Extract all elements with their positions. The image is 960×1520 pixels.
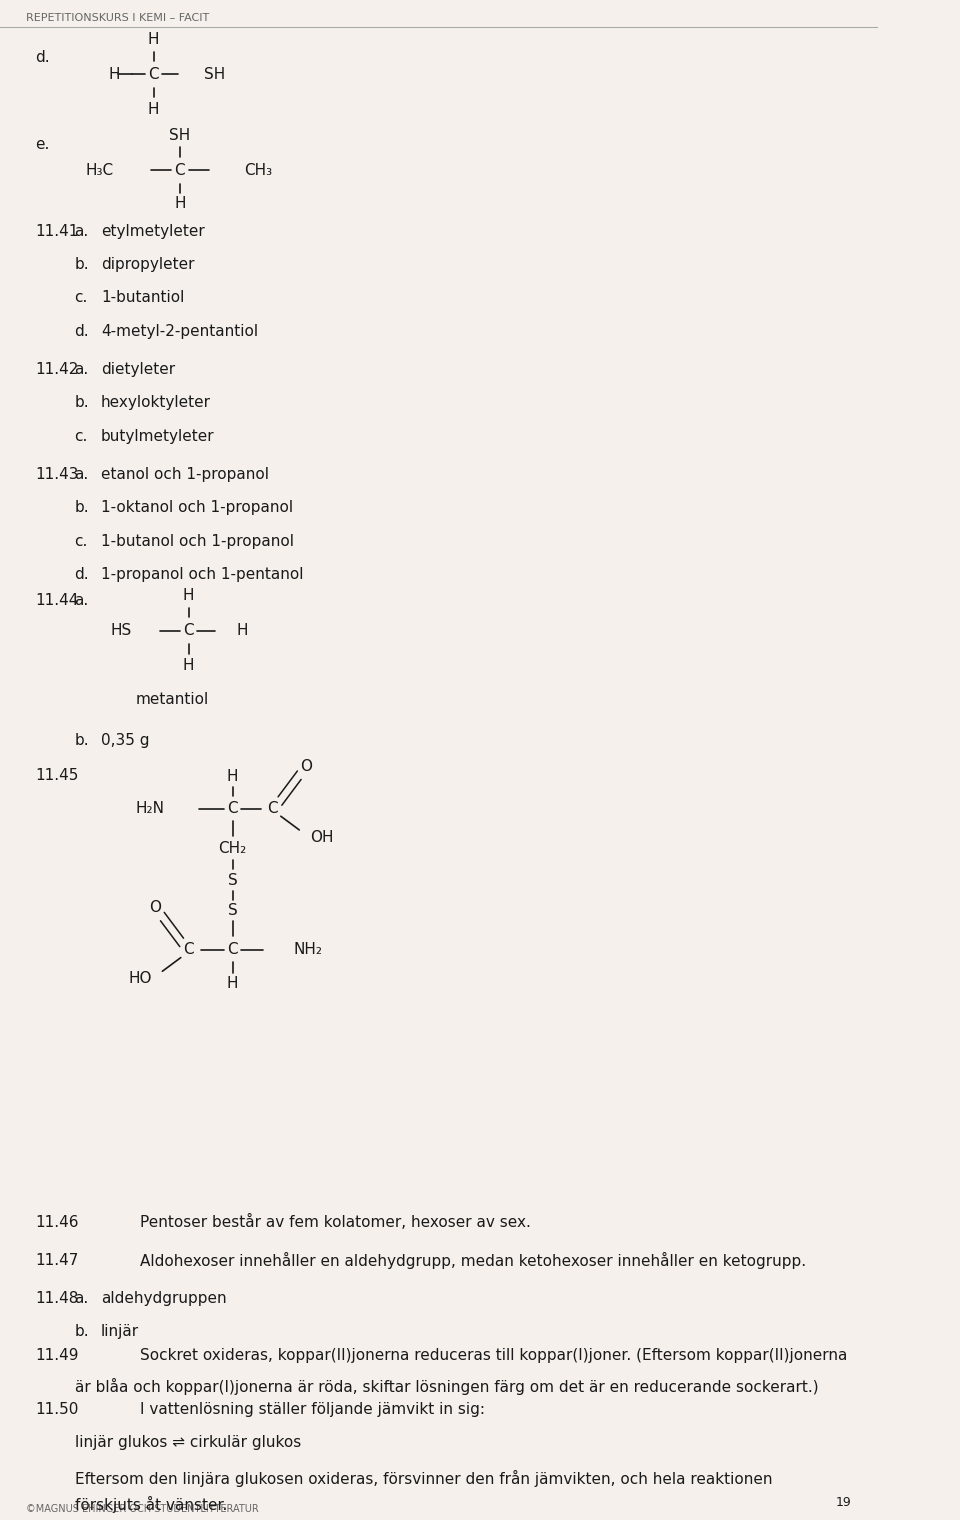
Text: c.: c.	[75, 429, 88, 444]
Text: 19: 19	[835, 1496, 852, 1509]
Text: etylmetyleter: etylmetyleter	[101, 223, 204, 239]
Text: Pentoser består av fem kolatomer, hexoser av sex.: Pentoser består av fem kolatomer, hexose…	[140, 1214, 531, 1230]
Text: 1-butantiol: 1-butantiol	[101, 290, 184, 306]
Text: O: O	[150, 900, 161, 915]
Text: ©MAGNUS EHINGER OCH STUDENTLITTERATUR: ©MAGNUS EHINGER OCH STUDENTLITTERATUR	[26, 1505, 259, 1514]
Text: a.: a.	[75, 1290, 89, 1306]
Text: Aldohexoser innehåller en aldehydgrupp, medan ketohexoser innehåller en ketogrup: Aldohexoser innehåller en aldehydgrupp, …	[140, 1251, 806, 1269]
Text: c.: c.	[75, 534, 88, 549]
Text: C: C	[183, 623, 194, 638]
Text: C: C	[228, 942, 238, 958]
Text: butylmetyleter: butylmetyleter	[101, 429, 214, 444]
Text: Eftersom den linjära glukosen oxideras, försvinner den från jämvikten, och hela : Eftersom den linjära glukosen oxideras, …	[75, 1470, 772, 1488]
Text: C: C	[228, 801, 238, 816]
Text: H: H	[183, 658, 195, 673]
Text: SH: SH	[169, 128, 190, 143]
Text: b.: b.	[75, 257, 89, 272]
Text: CH₃: CH₃	[244, 163, 272, 178]
Text: C: C	[175, 163, 185, 178]
Text: linjär: linjär	[101, 1324, 139, 1339]
Text: metantiol: metantiol	[136, 692, 209, 707]
Text: C: C	[148, 67, 159, 82]
Text: dietyleter: dietyleter	[101, 362, 175, 377]
Text: är blåa och koppar(I)jonerna är röda, skiftar lösningen färg om det är en reduce: är blåa och koppar(I)jonerna är röda, sk…	[75, 1377, 818, 1395]
Text: S: S	[228, 903, 237, 918]
Text: SH: SH	[204, 67, 226, 82]
Text: H₂N: H₂N	[135, 801, 164, 816]
Text: H: H	[227, 769, 238, 784]
Text: 11.48: 11.48	[36, 1290, 79, 1306]
Text: 0,35 g: 0,35 g	[101, 733, 150, 748]
Text: e.: e.	[36, 137, 50, 152]
Text: 11.50: 11.50	[36, 1401, 79, 1417]
Text: b.: b.	[75, 500, 89, 515]
Text: a.: a.	[75, 593, 89, 608]
Text: d.: d.	[36, 50, 50, 65]
Text: CH₂: CH₂	[219, 841, 247, 856]
Text: 11.49: 11.49	[36, 1348, 79, 1363]
Text: H: H	[227, 976, 238, 991]
Text: 11.46: 11.46	[36, 1214, 79, 1230]
Text: I vattenlösning ställer följande jämvikt in sig:: I vattenlösning ställer följande jämvikt…	[140, 1401, 486, 1417]
Text: 11.47: 11.47	[36, 1252, 79, 1268]
Text: Sockret oxideras, koppar(II)jonerna reduceras till koppar(I)joner. (Eftersom kop: Sockret oxideras, koppar(II)jonerna redu…	[140, 1348, 848, 1363]
Text: a.: a.	[75, 467, 89, 482]
Text: H: H	[237, 623, 249, 638]
Text: C: C	[268, 801, 278, 816]
Text: H: H	[174, 196, 185, 211]
Text: H: H	[148, 32, 159, 47]
Text: b.: b.	[75, 733, 89, 748]
Text: H: H	[108, 67, 120, 82]
Text: H: H	[148, 102, 159, 117]
Text: S: S	[228, 872, 237, 888]
Text: O: O	[300, 758, 312, 774]
Text: förskjuts åt vänster.: förskjuts åt vänster.	[75, 1496, 227, 1514]
Text: 11.45: 11.45	[36, 768, 79, 783]
Text: b.: b.	[75, 1324, 89, 1339]
Text: d.: d.	[75, 324, 89, 339]
Text: 1-propanol och 1-pentanol: 1-propanol och 1-pentanol	[101, 567, 303, 582]
Text: 11.43: 11.43	[36, 467, 79, 482]
Text: b.: b.	[75, 395, 89, 410]
Text: d.: d.	[75, 567, 89, 582]
Text: 11.42: 11.42	[36, 362, 79, 377]
Text: C: C	[183, 942, 194, 958]
Text: etanol och 1-propanol: etanol och 1-propanol	[101, 467, 269, 482]
Text: 1-oktanol och 1-propanol: 1-oktanol och 1-propanol	[101, 500, 293, 515]
Text: 4-metyl-2-pentantiol: 4-metyl-2-pentantiol	[101, 324, 258, 339]
Text: dipropyleter: dipropyleter	[101, 257, 195, 272]
Text: a.: a.	[75, 362, 89, 377]
Text: c.: c.	[75, 290, 88, 306]
Text: H₃C: H₃C	[86, 163, 114, 178]
Text: HS: HS	[110, 623, 132, 638]
Text: H: H	[183, 588, 195, 603]
Text: HO: HO	[129, 971, 152, 986]
Text: hexyloktyleter: hexyloktyleter	[101, 395, 211, 410]
Text: 11.44: 11.44	[36, 593, 79, 608]
Text: 1-butanol och 1-propanol: 1-butanol och 1-propanol	[101, 534, 294, 549]
Text: REPETITIONSKURS I KEMI – FACIT: REPETITIONSKURS I KEMI – FACIT	[26, 14, 209, 23]
Text: NH₂: NH₂	[294, 942, 323, 958]
Text: a.: a.	[75, 223, 89, 239]
Text: 11.41: 11.41	[36, 223, 79, 239]
Text: aldehydgruppen: aldehydgruppen	[101, 1290, 227, 1306]
Text: linjär glukos ⇌ cirkulär glukos: linjär glukos ⇌ cirkulär glukos	[75, 1435, 300, 1450]
Text: OH: OH	[310, 830, 333, 845]
